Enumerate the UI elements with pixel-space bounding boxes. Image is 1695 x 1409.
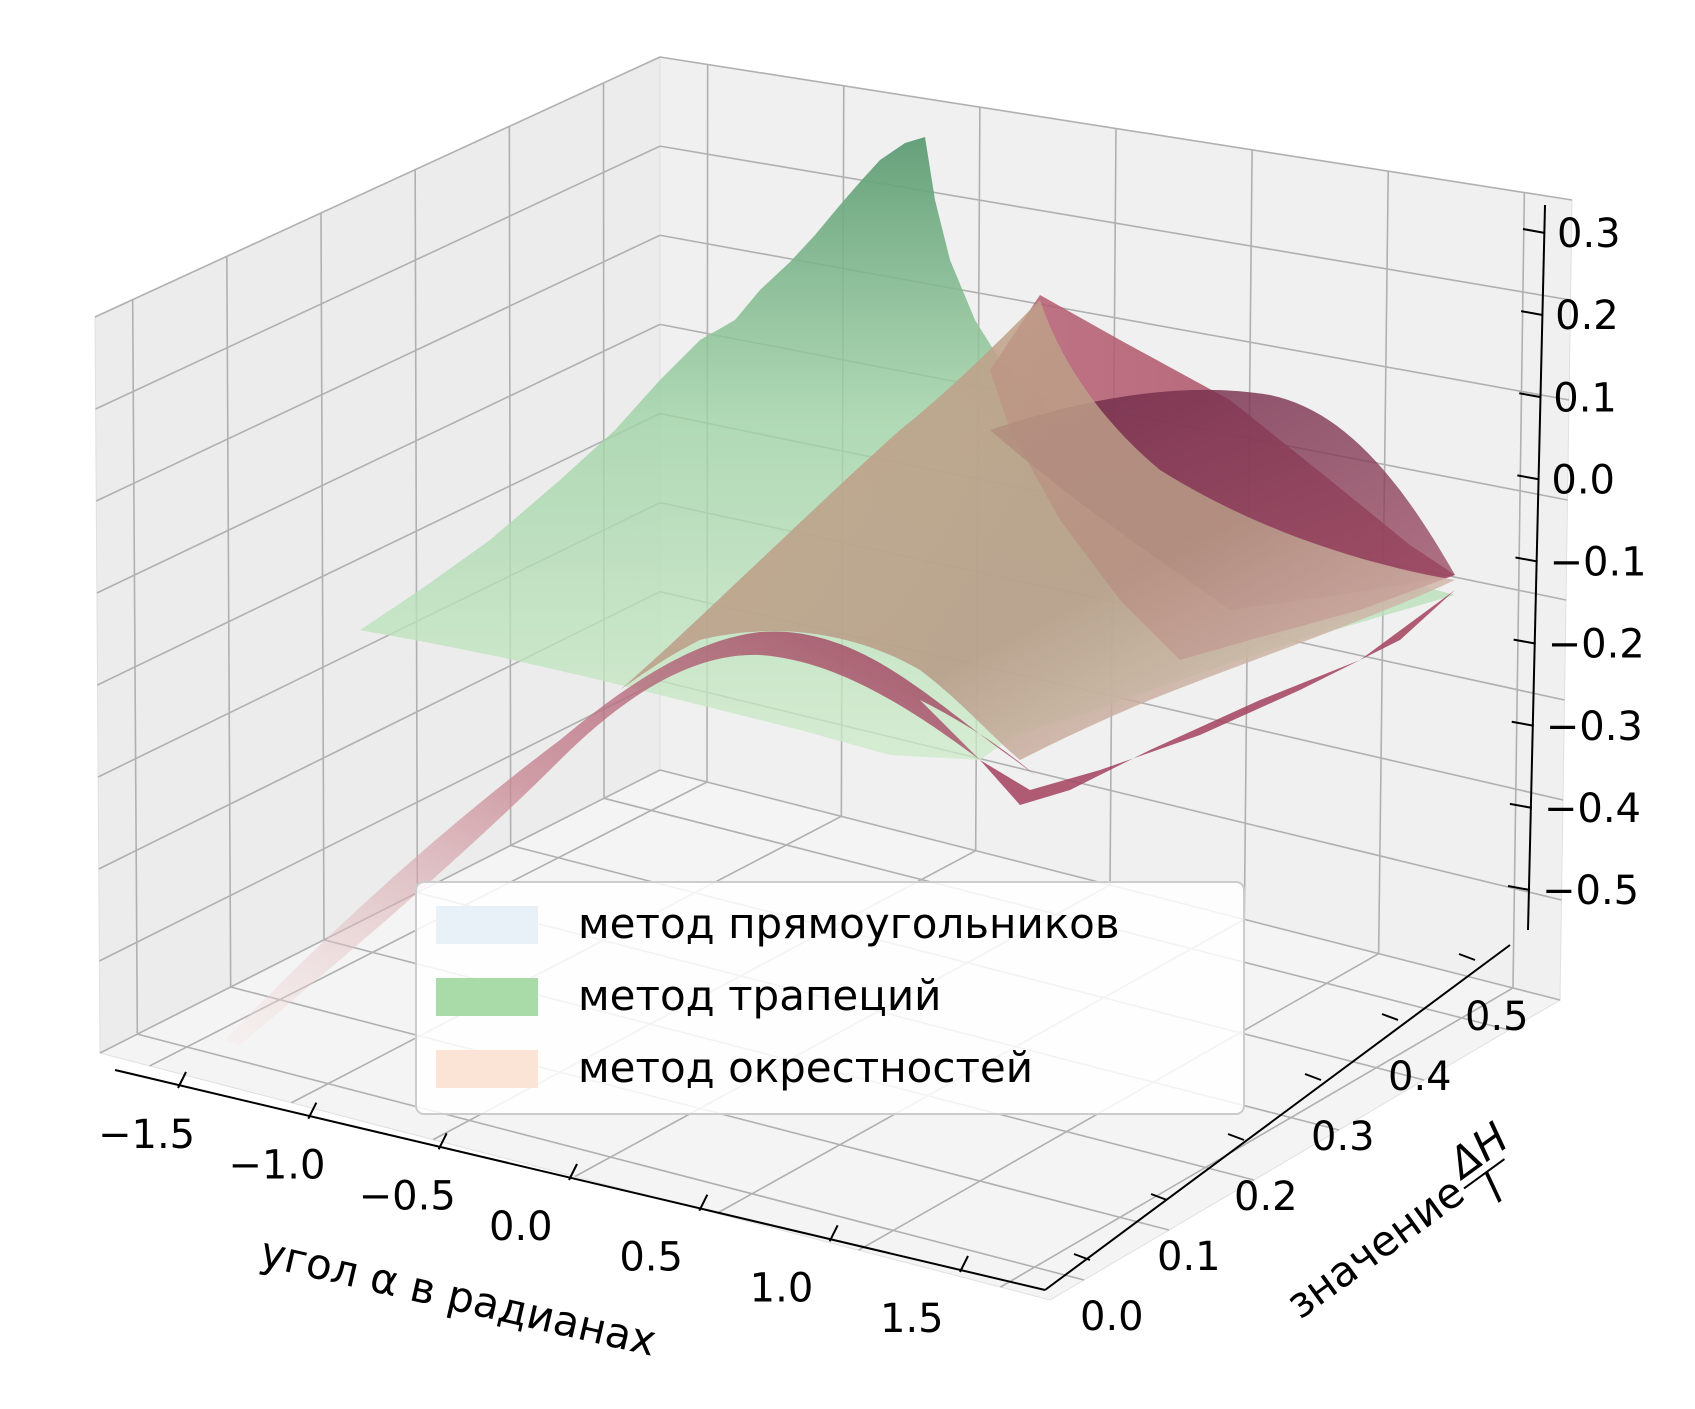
y-tick-label: 0.1 — [1157, 1234, 1221, 1280]
y-tick-mark — [1150, 1193, 1168, 1201]
grid-line-z-left — [94, 56, 661, 318]
x-tick-mark — [177, 1071, 187, 1089]
x-axis-label: угол α в радианах — [256, 1227, 661, 1366]
z-tick-mark — [1519, 392, 1542, 399]
x-tick-label: −1.5 — [98, 1112, 195, 1158]
x-tick-label: 0.0 — [489, 1204, 553, 1250]
grid-line-z-left — [95, 234, 661, 502]
grid-line-z-left — [95, 145, 661, 410]
z-axis-line — [1527, 204, 1546, 931]
y-tick-label: 0.4 — [1388, 1054, 1452, 1100]
z-tick-mark — [1517, 474, 1540, 481]
x-tick-mark — [307, 1102, 318, 1120]
x-tick-label: 1.0 — [750, 1265, 814, 1311]
grid-line-y-left — [320, 212, 325, 940]
y-axis-label-fraction-bar — [1463, 1158, 1506, 1190]
grid-line-y-left — [226, 256, 232, 987]
grid-line-z-left — [97, 412, 661, 686]
z-tick-label: 0.2 — [1555, 293, 1619, 339]
z-tick-mark — [1522, 228, 1546, 234]
x-tick-mark — [828, 1224, 839, 1242]
x-tick-mark — [698, 1194, 709, 1212]
surface-saddle — [620, 300, 1455, 760]
legend: метод прямоугольников метод трапеций мет… — [415, 881, 1245, 1115]
x-tick-mark — [568, 1163, 578, 1181]
z-ticks: 0.3 0.2 0.1 0.0 −0.1 −0.2 −0.3 −0.4 −0.5 — [1507, 211, 1647, 914]
z-tick-mark — [1515, 556, 1538, 563]
grid-line-y-left — [508, 126, 512, 846]
y-tick-mark — [1073, 1253, 1091, 1261]
z-tick-label: 0.1 — [1553, 375, 1617, 421]
z-tick-label: 0.3 — [1557, 211, 1621, 257]
y-tick-label: 0.3 — [1311, 1114, 1375, 1160]
z-tick-mark — [1513, 638, 1536, 645]
y-tick-label: 0.0 — [1080, 1294, 1144, 1340]
axes-lines — [114, 204, 1546, 1291]
y-tick-mark — [1227, 1133, 1245, 1141]
x-tick-label: −0.5 — [359, 1173, 456, 1219]
grid-line-z-left — [96, 323, 661, 594]
grid-line-x-floor — [999, 987, 1514, 1288]
z-tick-label: −0.4 — [1544, 786, 1641, 832]
y-tick-label: 0.5 — [1465, 994, 1529, 1040]
y-tick-label: 0.2 — [1234, 1174, 1298, 1220]
z-tick-mark — [1511, 720, 1534, 727]
y-tick-mark — [1381, 1013, 1399, 1021]
x-tick-mark — [437, 1132, 448, 1150]
legend-swatch-rectangles — [436, 906, 538, 944]
y-tick-mark — [1458, 953, 1476, 961]
legend-label-rectangles: метод прямоугольников — [578, 899, 1120, 948]
surfaces — [225, 137, 1455, 1045]
x-axis-line — [114, 1069, 1046, 1291]
grid-line-x-back — [1512, 192, 1526, 988]
grid-line-y-floor — [137, 1033, 1085, 1281]
y-axis-label-prefix: значение — [1277, 1167, 1473, 1328]
z-tick-label: −0.1 — [1550, 540, 1647, 586]
y-ticks: 0.0 0.1 0.2 0.3 0.4 0.5 — [1073, 953, 1529, 1340]
legend-label-neighborhood: метод окрестностей — [578, 1043, 1033, 1092]
z-tick-label: −0.3 — [1546, 704, 1643, 750]
z-tick-mark — [1507, 885, 1531, 891]
x-tick-label: 1.5 — [880, 1296, 944, 1342]
y-axis-label-denominator: l — [1474, 1165, 1513, 1212]
legend-label-trapezoid: метод трапеций — [578, 971, 941, 1020]
z-tick-mark — [1509, 802, 1533, 809]
z-tick-label: −0.2 — [1548, 622, 1645, 668]
legend-swatch-neighborhood — [436, 1050, 538, 1088]
x-tick-label: −1.0 — [228, 1143, 325, 1189]
x-tick-label: 0.5 — [619, 1235, 683, 1281]
grid-line-y-left — [414, 169, 419, 893]
grid-line-y-left — [131, 299, 139, 1035]
y-axis-line — [1044, 944, 1511, 1291]
y-tick-mark — [1304, 1073, 1322, 1081]
legend-box — [415, 881, 1245, 1115]
x-ticks: −1.5 −1.0 −0.5 0.0 0.5 1.0 1.5 — [98, 1071, 969, 1342]
legend-swatch-trapezoid — [436, 978, 538, 1016]
x-tick-mark — [959, 1255, 969, 1273]
z-tick-label: −0.5 — [1542, 868, 1639, 914]
z-tick-mark — [1520, 310, 1544, 317]
z-tick-label: 0.0 — [1551, 457, 1615, 503]
grid-line-z-left — [99, 680, 661, 962]
